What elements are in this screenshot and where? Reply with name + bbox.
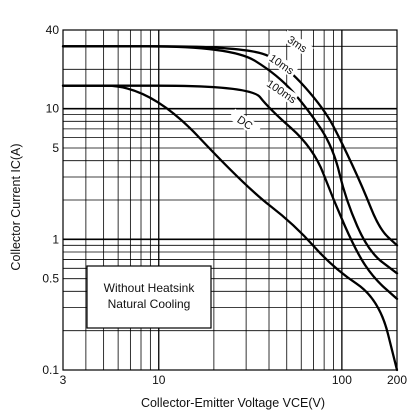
x-tick-label: 10 [152, 373, 166, 387]
y-axis-ticks: 0.1 0.5 1 5 10 40 [42, 23, 59, 377]
cooling-note-line-2: Natural Cooling [108, 297, 191, 311]
x-tick-label: 100 [332, 373, 352, 387]
soa-curves [61, 45, 399, 372]
curve-label-bg [280, 29, 315, 58]
y-tick-label: 0.1 [42, 363, 59, 377]
y-tick-label: 40 [46, 23, 60, 37]
y-tick-label: 5 [52, 141, 59, 155]
x-axis-title: Collector-Emitter Voltage VCE(V) [141, 396, 325, 410]
curve-label-bg [265, 77, 299, 106]
curve-label-bg [228, 108, 262, 137]
soa-curve-100ms [61, 84, 399, 301]
cooling-note-box: Without Heatsink Natural Cooling [86, 265, 212, 329]
cooling-note-frame [86, 265, 212, 329]
plot-border [62, 29, 398, 371]
y-axis-title: Collector Current IC(A) [9, 143, 23, 270]
y-tick-label: 0.5 [42, 272, 59, 286]
soa-curve-3ms [61, 45, 399, 247]
soa-curve-dc [61, 84, 399, 372]
cooling-note-line-1: Without Heatsink [104, 281, 196, 295]
x-tick-label: 200 [387, 373, 407, 387]
soa-curve-10ms [61, 45, 399, 275]
x-tick-label: 3 [60, 373, 67, 387]
y-tick-label: 1 [52, 232, 59, 246]
y-tick-label: 10 [46, 102, 60, 116]
x-axis-ticks: 3 10 100 200 [60, 373, 408, 387]
plot-frame [62, 29, 398, 371]
curve-label-bg [265, 50, 299, 78]
